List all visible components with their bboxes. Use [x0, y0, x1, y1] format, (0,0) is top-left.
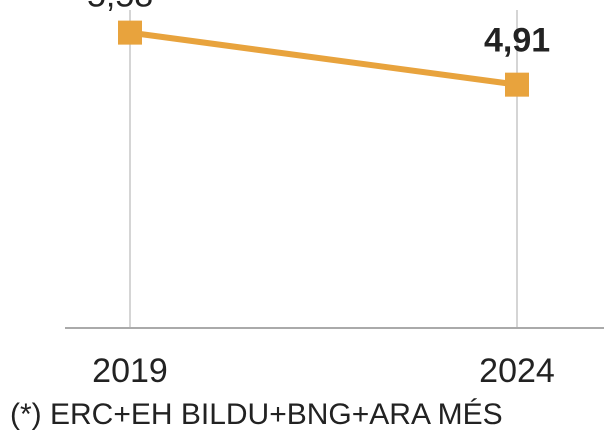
data-labels: 5,58 4,91 — [87, 0, 550, 60]
data-markers — [118, 20, 529, 97]
data-point-2024 — [505, 72, 529, 97]
data-label-2019: 5,58 — [87, 0, 153, 15]
data-label-2024: 4,91 — [484, 22, 550, 60]
series-line — [127, 29, 520, 88]
x-tick-label-2024: 2024 — [479, 352, 555, 390]
vertical-gridlines — [129, 10, 518, 328]
data-point-2019 — [118, 20, 142, 45]
footnote: (*) ERC+EH BILDU+BNG+ARA MÉS — [10, 398, 503, 431]
x-tick-label-2019: 2019 — [92, 352, 168, 390]
x-tick-labels: 2019 2024 — [92, 352, 555, 390]
